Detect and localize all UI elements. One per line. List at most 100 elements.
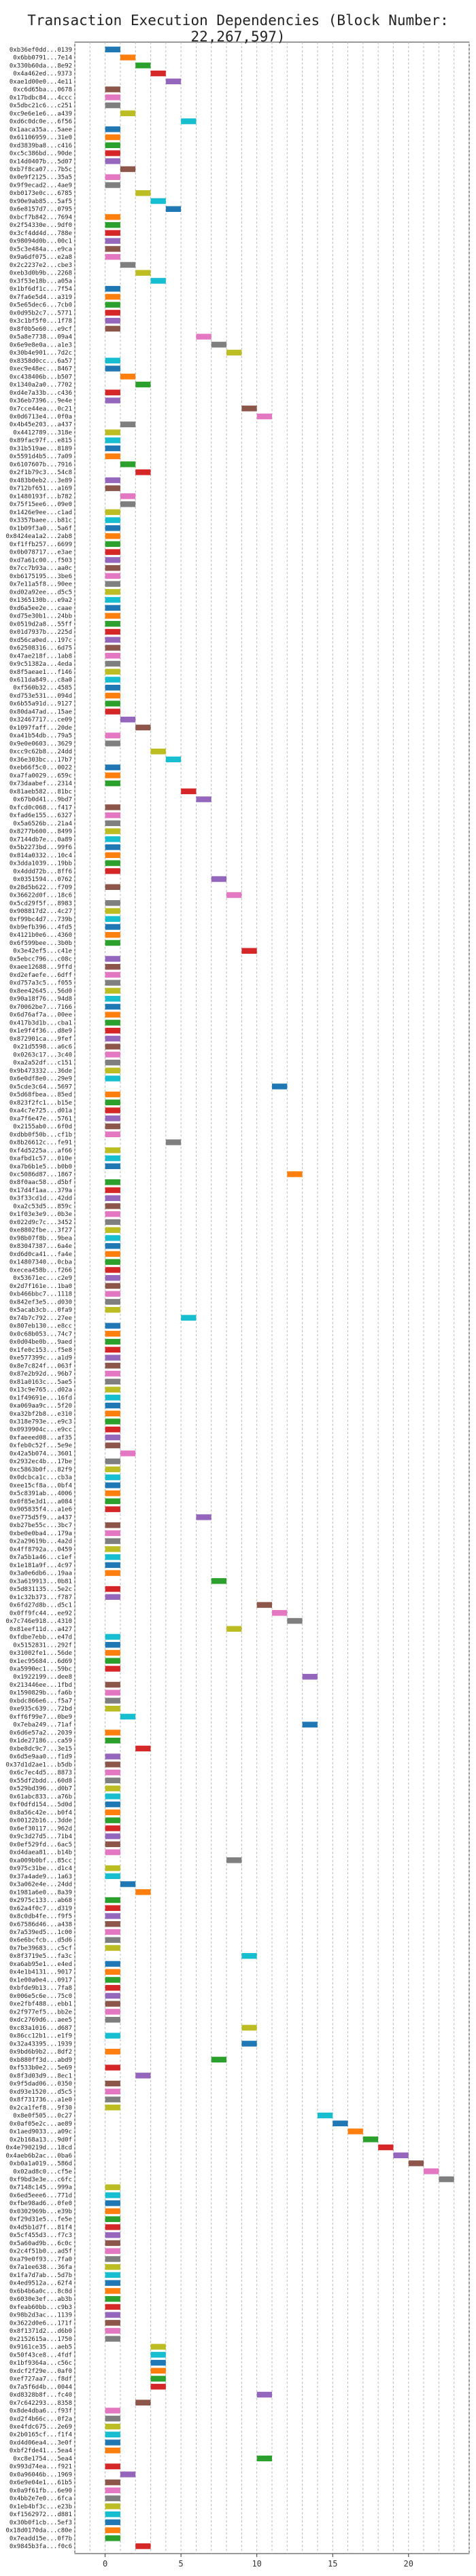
- transaction-label: 0x61106959...31e0: [10, 135, 72, 141]
- transaction-bar: [120, 2471, 136, 2477]
- transaction-label: 0x8ee42645...56d0: [10, 988, 72, 995]
- transaction-label: 0x31002fe1...56de: [10, 1650, 72, 1657]
- transaction-bar: [165, 78, 182, 85]
- x-axis-ticks: 0 5 10 15 20: [103, 2554, 413, 2569]
- transaction-label: 0x0c68b053...74c7: [10, 1331, 72, 1338]
- transaction-label: 0xe4fdc675...2e69: [10, 2424, 72, 2431]
- transaction-label: 0x1097faff...20de: [10, 725, 72, 732]
- transaction-label: 0xfbe98ad6...0fe0: [10, 2200, 72, 2207]
- transaction-bar: [105, 2439, 120, 2446]
- transaction-label: 0x36622d0f...18c6: [10, 893, 72, 899]
- transaction-bar: [105, 1338, 120, 1345]
- transaction-label: 0xd56ca0ed...197c: [10, 637, 72, 644]
- transaction-bar: [105, 1387, 120, 1393]
- transaction-label: 0x6c7ec4d5...8873: [10, 1770, 72, 1776]
- transaction-bar: [105, 2009, 120, 2015]
- transaction-label: 0xe935c639...72bd: [10, 1706, 72, 1713]
- transaction-bar: [105, 1474, 120, 1480]
- transaction-label: 0x6ef30117...962d: [10, 1825, 72, 1832]
- x-tick-label: 20: [404, 2559, 413, 2569]
- transaction-bar: [105, 2200, 120, 2206]
- transaction-label: 0x2b0165cf...f1f4: [10, 2432, 72, 2439]
- transaction-label: 0x0b078717...e3ae: [10, 550, 72, 556]
- transaction-label: 0x42a5b074...3601: [10, 1450, 72, 1457]
- transaction-label: 0x98094d0b...00c1: [10, 238, 72, 245]
- transaction-bar: [120, 493, 136, 499]
- transaction-bar: [135, 1745, 151, 1752]
- transaction-label: 0xa5990ec1...59bc: [10, 1666, 72, 1673]
- transaction-bar: [105, 668, 120, 675]
- transaction-label: 0x9bd6b9b2...8df2: [10, 2049, 72, 2056]
- transaction-bar: [165, 756, 182, 763]
- transaction-bar: [150, 70, 166, 77]
- transaction-label: 0x9f5dad06...0350: [10, 2081, 72, 2088]
- transaction-label: 0xbdc866e6...f5a7: [10, 1698, 72, 1704]
- transaction-label: 0x17bdbc84...4ccc: [10, 94, 72, 101]
- transaction-label: 0x8f0b5e60...e9cf: [10, 326, 72, 333]
- transaction-label: 0x5e65dec6...7cb0: [10, 302, 72, 309]
- transaction-label: 0x9c3d27d5...71b4: [10, 1833, 72, 1840]
- transaction-label: 0xef727aa7...f8df: [10, 2376, 72, 2383]
- transaction-bar: [105, 963, 120, 970]
- transaction-bar: [105, 1833, 120, 1840]
- transaction-label: 0xdcf2f29e...0af0: [10, 2368, 72, 2375]
- transaction-label: 0x4e790219d...18cd: [5, 2145, 72, 2151]
- transaction-label: 0xd4d06ea4...3e0f: [10, 2439, 72, 2446]
- transaction-label: 0x1c32b373...f787: [10, 1594, 72, 1601]
- transaction-bar: [211, 1578, 227, 1584]
- transaction-bar: [211, 876, 227, 882]
- transaction-label: 0x9845b3fa...f0c6: [10, 2543, 72, 2550]
- transaction-bar: [181, 118, 197, 124]
- transaction-label: 0xc438406b...b507: [10, 374, 72, 380]
- transaction-bar: [226, 349, 242, 356]
- transaction-bar: [105, 1235, 120, 1241]
- transaction-label: 0x7fa6e5d4...a319: [10, 294, 72, 301]
- transaction-bar: [120, 421, 136, 427]
- transaction-bars: [105, 46, 454, 2550]
- transaction-bar: [105, 677, 120, 683]
- transaction-bar: [105, 685, 120, 691]
- transaction-label: 0x4b45e203...a437: [10, 422, 72, 429]
- transaction-label: 0x9b473332...36de: [10, 1068, 72, 1075]
- transaction-label: 0x81a0163c...5ae5: [10, 1379, 72, 1386]
- transaction-label: 0x87e2b92d...96b7: [10, 1371, 72, 1378]
- transaction-label: 0x1480193f...b782: [10, 493, 72, 500]
- transaction-bar: [105, 812, 120, 819]
- transaction-label: 0x1e00a0e4...0917: [10, 1977, 72, 1984]
- x-tick-label: 15: [328, 2559, 337, 2569]
- transaction-bar: [105, 2080, 120, 2087]
- transaction-label: 0x90e9ab85...5af5: [10, 198, 72, 205]
- transaction-bar: [135, 270, 151, 276]
- transaction-label: 0x8a56c42e...b0f4: [10, 1810, 72, 1817]
- transaction-label: 0x5d831135...5e2c: [10, 1586, 72, 1593]
- transaction-bar: [105, 836, 120, 842]
- transaction-bar: [105, 1442, 120, 1448]
- transaction-bar: [105, 1649, 120, 1656]
- transaction-label: 0x0e9f2125...35a5: [10, 175, 72, 181]
- transaction-label: 0x0519d2a8...55ff: [10, 621, 72, 628]
- transaction-label: 0x2a29619b...4a2d: [10, 1539, 72, 1545]
- transaction-label: 0x483b0eb2...3e89: [10, 478, 72, 484]
- transaction-bar: [120, 374, 136, 380]
- transaction-bar: [105, 134, 120, 141]
- transaction-label: 0x21d5598...a6c6: [13, 1044, 72, 1051]
- transaction-bar: [105, 596, 120, 603]
- transaction-bar: [347, 2128, 363, 2134]
- transaction-bar: [105, 2327, 120, 2334]
- transaction-bar: [256, 413, 272, 420]
- transaction-label: 0xa6ab95e1...e4ed: [10, 1961, 72, 1968]
- transaction-label: 0xc6d65ba...0678: [13, 87, 72, 94]
- transaction-bar: [105, 1299, 120, 1305]
- transaction-label: 0xd7a61c00...f503: [10, 557, 72, 564]
- transaction-label: 0x5591d4b5...7a09: [10, 454, 72, 461]
- transaction-bar: [105, 1115, 120, 1122]
- transaction-bar: [105, 1418, 120, 1425]
- transaction-label: 0x0d95b2c7...5771: [10, 310, 72, 317]
- transaction-label: 0x5acab3cb...0fa9: [10, 1307, 72, 1314]
- transaction-bar: [105, 246, 120, 252]
- transaction-bar: [105, 94, 120, 101]
- transaction-label: 0x3cf4dd4d...788e: [10, 230, 72, 237]
- transaction-label: 0x8e0f505...0c27: [13, 2113, 72, 2119]
- transaction-bar: [105, 908, 120, 914]
- transaction-bar: [105, 1163, 120, 1169]
